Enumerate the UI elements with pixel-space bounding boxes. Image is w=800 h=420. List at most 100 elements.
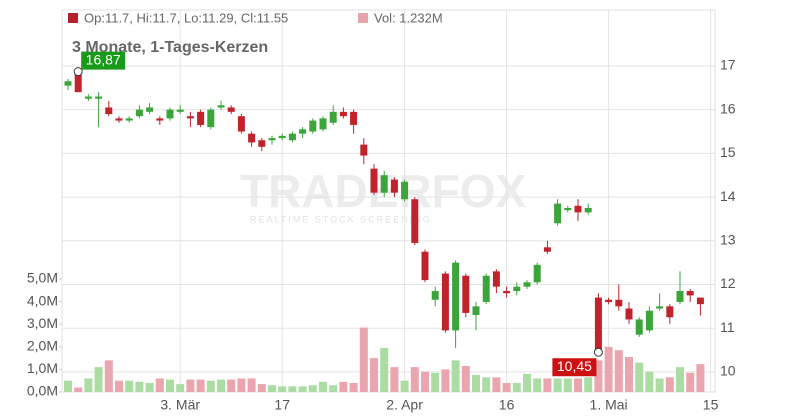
candle-body [227, 107, 235, 112]
volume-bar [339, 381, 348, 392]
volume-bar [380, 347, 389, 392]
extreme-label: 10,45 [557, 358, 592, 374]
candle-body [370, 168, 378, 193]
candle-body [431, 291, 439, 300]
candle-body [635, 319, 643, 335]
candle-body [105, 107, 113, 115]
volume-bar [227, 379, 236, 392]
candle-body [207, 109, 215, 128]
volume-bar [635, 362, 644, 392]
x-tick-label: 1. Mai [590, 397, 628, 413]
candle-body [64, 81, 72, 86]
volume-bar [421, 371, 429, 392]
volume-bar [176, 384, 185, 392]
candle-body [411, 199, 419, 243]
volume-bar [523, 373, 531, 392]
y-tick-label: 15 [720, 144, 736, 160]
candle-body [288, 133, 296, 141]
volume-bar [625, 356, 633, 392]
candle-body [329, 111, 337, 123]
candle-body [339, 111, 347, 117]
candle-body [564, 207, 572, 211]
candle-body [197, 111, 205, 125]
candle-body [594, 297, 602, 353]
candle-body [605, 299, 613, 302]
volume-bar [115, 380, 123, 392]
candle-body [156, 118, 164, 121]
candle-body [625, 308, 633, 320]
candle-body [258, 140, 266, 147]
x-tick-label: 3. Mär [160, 397, 200, 413]
y-tick-label: 10 [720, 363, 736, 379]
volume-bar [400, 380, 409, 392]
candle-body [186, 116, 194, 119]
volume-bar [166, 379, 174, 392]
extreme-marker [593, 347, 603, 357]
legend-swatch [68, 13, 78, 23]
y2-tick-label: 4,0M [27, 292, 58, 308]
candle-body [401, 181, 409, 200]
volume-bar [665, 377, 674, 392]
candle-body [513, 286, 521, 292]
volume-bar [696, 364, 705, 392]
candle-body [645, 310, 653, 331]
candle-body [676, 291, 684, 302]
volume-bar [512, 382, 521, 392]
volume-bar [410, 367, 419, 392]
volume-bar [308, 385, 317, 392]
candle-body [350, 111, 358, 125]
candle-body [584, 207, 592, 213]
volume-bar [298, 386, 307, 392]
volume-bar [125, 380, 134, 392]
y-tick-label: 11 [720, 319, 735, 335]
legend-label: Op:11.7, Hi:11.7, Lo:11.29, Cl:11.55 [84, 10, 288, 25]
volume-bar [278, 386, 287, 392]
candle-body [125, 118, 133, 121]
candle-body [309, 120, 317, 132]
volume-bar [217, 379, 225, 392]
candle-body [268, 138, 276, 141]
volume-bar [441, 369, 450, 392]
volume-bar [329, 385, 338, 392]
candle-body [166, 109, 174, 119]
volume-bar [206, 380, 215, 392]
candle-body [115, 118, 123, 121]
legend-label: Vol: 1.232M [374, 10, 443, 25]
watermark-sub: REALTIME STOCK SCREENING [250, 214, 432, 224]
volume-bar [472, 375, 480, 392]
volume-bar [349, 382, 358, 392]
candle-body [462, 275, 470, 313]
candle-body [278, 135, 286, 139]
candle-body [656, 306, 664, 309]
volume-bar [451, 360, 460, 392]
volume-bar [655, 378, 664, 392]
candle-body [686, 291, 694, 296]
candle-body [176, 109, 184, 112]
volume-bar [390, 367, 399, 392]
volume-bar [196, 379, 205, 392]
volume-bar [84, 378, 93, 392]
volume-bar [94, 367, 103, 392]
candle-body [533, 264, 541, 283]
candle-body [666, 306, 674, 318]
y2-tick-label: 1,0M [27, 360, 58, 376]
volume-bar [268, 385, 276, 392]
volume-bar [64, 380, 72, 392]
candle-body [492, 271, 500, 287]
candle-body [84, 96, 92, 99]
volume-bar [104, 360, 113, 392]
volume-bar [145, 382, 154, 392]
y-tick-label: 12 [720, 275, 736, 291]
extreme-marker [73, 67, 83, 77]
candle-body [543, 247, 551, 252]
candle-body [135, 109, 143, 117]
volume-bar [676, 367, 684, 392]
x-tick-label: 17 [274, 397, 290, 413]
y-tick-label: 16 [720, 100, 736, 116]
candle-body [615, 299, 623, 307]
volume-bar [594, 360, 603, 392]
volume-bar [543, 378, 552, 392]
volume-bar [645, 371, 654, 392]
x-tick-label: 16 [499, 397, 515, 413]
